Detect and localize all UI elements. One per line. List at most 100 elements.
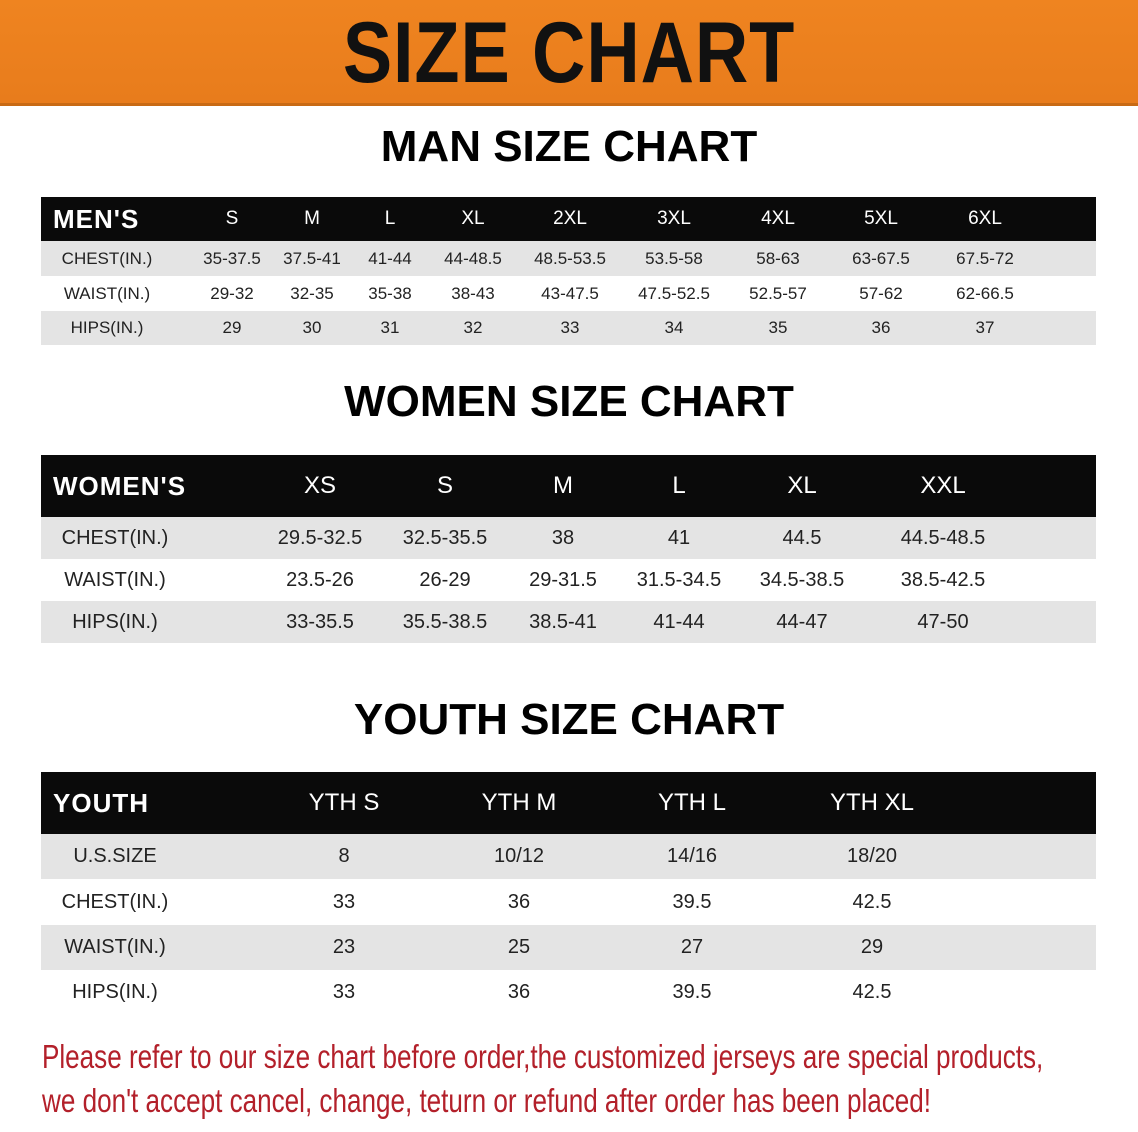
- measurement-cell: 42.5: [852, 981, 892, 1003]
- size-header: 2XL: [553, 208, 587, 229]
- table-row: WAIST(IN.) 29-32 32-35 35-38 38-43 43-47.5 47.…: [41, 276, 1096, 311]
- table-header: WOMEN'S XS S M L XL XXL: [41, 455, 1096, 517]
- header-label: WOMEN'S: [53, 471, 187, 501]
- measurement-cell: 27: [680, 936, 704, 958]
- measurement-cell: 67.5-72: [956, 249, 1014, 268]
- measurement-cell: 62-66.5: [956, 284, 1014, 303]
- measurement-cell: 44-48.5: [444, 249, 502, 268]
- men-section-title: MAN SIZE CHART: [380, 122, 758, 171]
- women-section-title: WOMEN SIZE CHART: [344, 377, 794, 426]
- size-header: L: [672, 472, 686, 499]
- row-label: WAIST(IN.): [64, 936, 166, 958]
- measurement-cell: 34.5-38.5: [759, 569, 845, 591]
- youth-section-title: YOUTH SIZE CHART: [353, 695, 785, 744]
- row-label: WAIST(IN.): [63, 284, 151, 303]
- table-row: CHEST(IN.) 29.5-32.5 32.5-35.5 38 41 44.5 44.5…: [41, 517, 1096, 559]
- banner: SIZE CHART: [0, 0, 1138, 106]
- measurement-cell: 41-44: [368, 249, 412, 268]
- measurement-cell: 33: [332, 981, 356, 1003]
- measurement-cell: 47-50: [917, 611, 969, 633]
- size-header: XXL: [920, 472, 966, 499]
- measurement-cell: 23.5-26: [286, 569, 354, 591]
- row-label: U.S.SIZE: [73, 845, 157, 867]
- measurement-cell: 58-63: [756, 249, 800, 268]
- row-label: HIPS(IN.): [72, 981, 158, 1003]
- measurement-cell: 53.5-58: [645, 249, 703, 268]
- measurement-cell: 44.5-48.5: [900, 527, 986, 549]
- table-row: U.S.SIZE 8 10/12 14/16 18/20: [41, 834, 1096, 879]
- size-header: YTH M: [481, 789, 557, 816]
- table-row: WAIST(IN.) 23 25 27 29: [41, 925, 1096, 970]
- table-row: WAIST(IN.) 23.5-26 26-29 29-31.5 31.5-34.5 34…: [41, 559, 1096, 601]
- size-header: 3XL: [657, 208, 691, 229]
- measurement-cell: 47.5-52.5: [638, 284, 710, 303]
- header-label: MEN'S: [53, 204, 140, 234]
- size-header: YTH L: [657, 789, 727, 816]
- measurement-cell: 35-37.5: [203, 249, 261, 268]
- size-header: XL: [787, 472, 817, 499]
- measurement-cell: 41: [667, 527, 691, 549]
- table-row: CHEST(IN.) 35-37.5 37.5-41 41-44 44-48.5 48.5…: [41, 241, 1096, 276]
- measurement-cell: 32: [463, 318, 483, 337]
- size-header: YTH S: [308, 789, 380, 816]
- women-size-table: WOMEN'S XS S M L XL XXL CHEST(IN.) 29.5-32.5 32.5…: [41, 455, 1096, 643]
- size-header: 5XL: [864, 208, 898, 229]
- measurement-cell: 38.5-41: [529, 611, 597, 633]
- measurement-cell: 37.5-41: [283, 249, 341, 268]
- measurement-cell: 14/16: [666, 845, 718, 867]
- measurement-cell: 44.5: [782, 527, 822, 549]
- measurement-cell: 48.5-53.5: [534, 249, 606, 268]
- banner-title: SIZE CHART: [342, 5, 796, 101]
- measurement-cell: 29: [860, 936, 884, 958]
- measurement-cell: 29-32: [210, 284, 254, 303]
- size-header: L: [384, 208, 396, 229]
- table-row: CHEST(IN.) 33 36 39.5 42.5: [41, 879, 1096, 925]
- row-label: CHEST(IN.): [61, 891, 169, 913]
- measurement-cell: 34: [664, 318, 684, 337]
- measurement-cell: 44-47: [776, 611, 828, 633]
- measurement-cell: 23: [332, 936, 356, 958]
- measurement-cell: 32.5-35.5: [402, 527, 488, 549]
- table-row: HIPS(IN.) 33 36 39.5 42.5: [41, 970, 1096, 1015]
- measurement-cell: 36: [871, 318, 891, 337]
- measurement-cell: 52.5-57: [749, 284, 807, 303]
- measurement-cell: 38.5-42.5: [900, 569, 986, 591]
- measurement-cell: 8: [338, 845, 350, 867]
- measurement-cell: 31: [380, 318, 400, 337]
- table-row: HIPS(IN.) 33-35.5 35.5-38.5 38.5-41 41-44 44-…: [41, 601, 1096, 643]
- measurement-cell: 42.5: [852, 891, 892, 913]
- measurement-cell: 33: [332, 891, 356, 913]
- size-header: S: [225, 208, 239, 229]
- table-row: HIPS(IN.) 29 30 31 32 33 34 35 36 37: [41, 311, 1096, 345]
- measurement-cell: 25: [507, 936, 531, 958]
- measurement-cell: 39.5: [672, 891, 712, 913]
- measurement-cell: 18/20: [846, 845, 898, 867]
- measurement-cell: 30: [302, 318, 322, 337]
- measurement-cell: 35: [768, 318, 788, 337]
- size-header: 4XL: [761, 208, 795, 229]
- measurement-cell: 32-35: [290, 284, 334, 303]
- notice-line-2: we don't accept cancel, change, teturn o…: [42, 1082, 932, 1119]
- row-label: CHEST(IN.): [61, 249, 153, 268]
- table-header: YOUTH YTH S YTH M YTH L YTH XL: [41, 772, 1096, 834]
- measurement-cell: 35-38: [368, 284, 412, 303]
- measurement-cell: 39.5: [672, 981, 712, 1003]
- measurement-cell: 38: [551, 527, 575, 549]
- measurement-cell: 43-47.5: [541, 284, 599, 303]
- size-header: 6XL: [968, 208, 1002, 229]
- measurement-cell: 31.5-34.5: [636, 569, 722, 591]
- measurement-cell: 63-67.5: [852, 249, 910, 268]
- measurement-cell: 36: [507, 891, 531, 913]
- measurement-cell: 29-31.5: [529, 569, 597, 591]
- row-label: HIPS(IN.): [72, 611, 158, 633]
- size-header: XS: [303, 472, 337, 499]
- size-header: YTH XL: [829, 789, 915, 816]
- measurement-cell: 38-43: [451, 284, 495, 303]
- header-label: YOUTH: [53, 788, 149, 818]
- measurement-cell: 35.5-38.5: [402, 611, 488, 633]
- measurement-cell: 41-44: [653, 611, 705, 633]
- size-header: XL: [461, 208, 485, 229]
- men-size-table: MEN'S S M L XL 2XL 3XL 4XL 5XL 6XL CHEST(IN.) 35-37…: [41, 197, 1096, 345]
- size-header: M: [553, 472, 573, 499]
- measurement-cell: 26-29: [419, 569, 471, 591]
